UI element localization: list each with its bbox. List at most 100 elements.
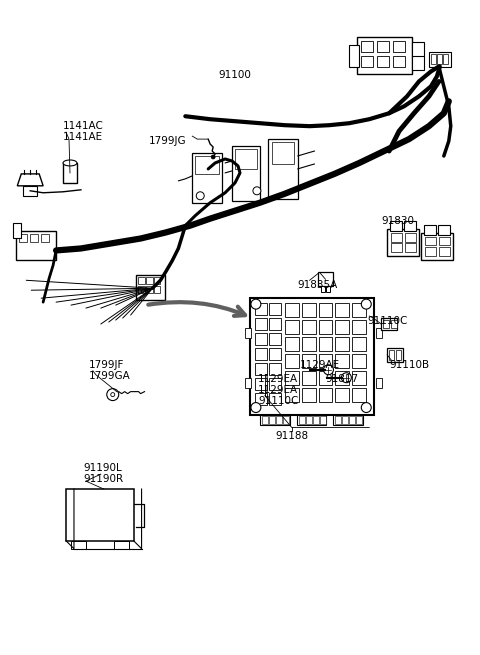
Text: 91190L: 91190L (83, 463, 121, 473)
Bar (41, 234, 49, 242)
Circle shape (324, 365, 334, 375)
Bar (269, 318, 281, 330)
Bar (387, 229, 419, 256)
Bar (421, 233, 453, 261)
Bar (318, 272, 334, 286)
Text: 1799JF: 1799JF (89, 360, 124, 370)
Bar (13, 223, 21, 238)
Bar (336, 371, 349, 384)
Circle shape (361, 403, 371, 413)
Bar (269, 333, 281, 345)
Text: 91190R: 91190R (83, 474, 123, 484)
Bar (255, 392, 267, 405)
Bar (391, 244, 402, 252)
Bar (377, 41, 389, 52)
Bar (319, 320, 333, 334)
Bar (352, 388, 366, 402)
Text: 1141AC: 1141AC (63, 121, 104, 131)
Bar (405, 233, 416, 242)
Text: 1129AE: 1129AE (300, 360, 340, 370)
Bar (269, 417, 275, 424)
Bar (352, 320, 366, 334)
Bar (336, 354, 349, 367)
Bar (299, 417, 305, 424)
Bar (357, 37, 412, 75)
Bar (393, 41, 405, 52)
Bar (321, 286, 324, 292)
Circle shape (211, 155, 215, 159)
Bar (195, 156, 219, 174)
Text: 1141AE: 1141AE (63, 132, 103, 142)
Bar (30, 234, 38, 242)
Bar (405, 244, 416, 252)
Bar (19, 234, 27, 242)
Bar (387, 348, 403, 362)
Circle shape (196, 192, 204, 200)
Bar (443, 54, 448, 64)
Bar (326, 286, 330, 292)
Bar (361, 56, 373, 67)
Bar (391, 320, 397, 328)
Bar (342, 417, 348, 424)
Bar (269, 378, 281, 390)
Bar (138, 277, 144, 284)
Bar (63, 163, 77, 183)
Bar (319, 388, 333, 402)
Bar (255, 348, 267, 360)
Bar (336, 337, 349, 351)
Bar (320, 417, 325, 424)
Bar (285, 337, 299, 351)
Bar (301, 337, 315, 351)
Bar (301, 371, 315, 384)
Bar (71, 541, 86, 549)
Bar (262, 417, 268, 424)
Bar (269, 392, 281, 405)
Text: 1799JG: 1799JG (148, 136, 186, 146)
Bar (145, 277, 153, 284)
Bar (349, 417, 355, 424)
Ellipse shape (63, 160, 77, 166)
Bar (319, 354, 333, 367)
Bar (272, 142, 294, 164)
Bar (361, 41, 373, 52)
Bar (269, 303, 281, 315)
Bar (285, 388, 299, 402)
Bar (336, 417, 341, 424)
Bar (336, 320, 349, 334)
Bar (245, 378, 251, 388)
Bar (306, 417, 312, 424)
Bar (349, 45, 360, 67)
Bar (334, 415, 363, 426)
Bar (319, 371, 333, 384)
Bar (437, 54, 442, 64)
Bar (319, 303, 333, 317)
Bar (268, 139, 298, 198)
Bar (301, 320, 315, 334)
Bar (245, 328, 251, 338)
Bar (250, 298, 374, 415)
Bar (285, 371, 299, 384)
Text: 91110C: 91110C (367, 316, 408, 326)
Bar (145, 286, 153, 293)
Bar (439, 236, 450, 246)
Bar (154, 277, 160, 284)
Bar (16, 231, 56, 261)
Bar (425, 236, 436, 246)
Bar (154, 286, 160, 293)
Bar (138, 286, 144, 293)
Circle shape (251, 403, 261, 413)
Bar (297, 415, 326, 426)
Bar (255, 378, 267, 390)
Bar (319, 337, 333, 351)
Bar (404, 221, 416, 231)
Bar (424, 225, 436, 234)
Bar (352, 303, 366, 317)
Bar (285, 354, 299, 367)
Circle shape (107, 388, 119, 401)
Text: 91110B: 91110B (389, 360, 429, 370)
Bar (23, 186, 37, 196)
Bar (336, 388, 349, 402)
Polygon shape (17, 174, 43, 186)
Circle shape (111, 392, 115, 396)
Bar (260, 415, 290, 426)
